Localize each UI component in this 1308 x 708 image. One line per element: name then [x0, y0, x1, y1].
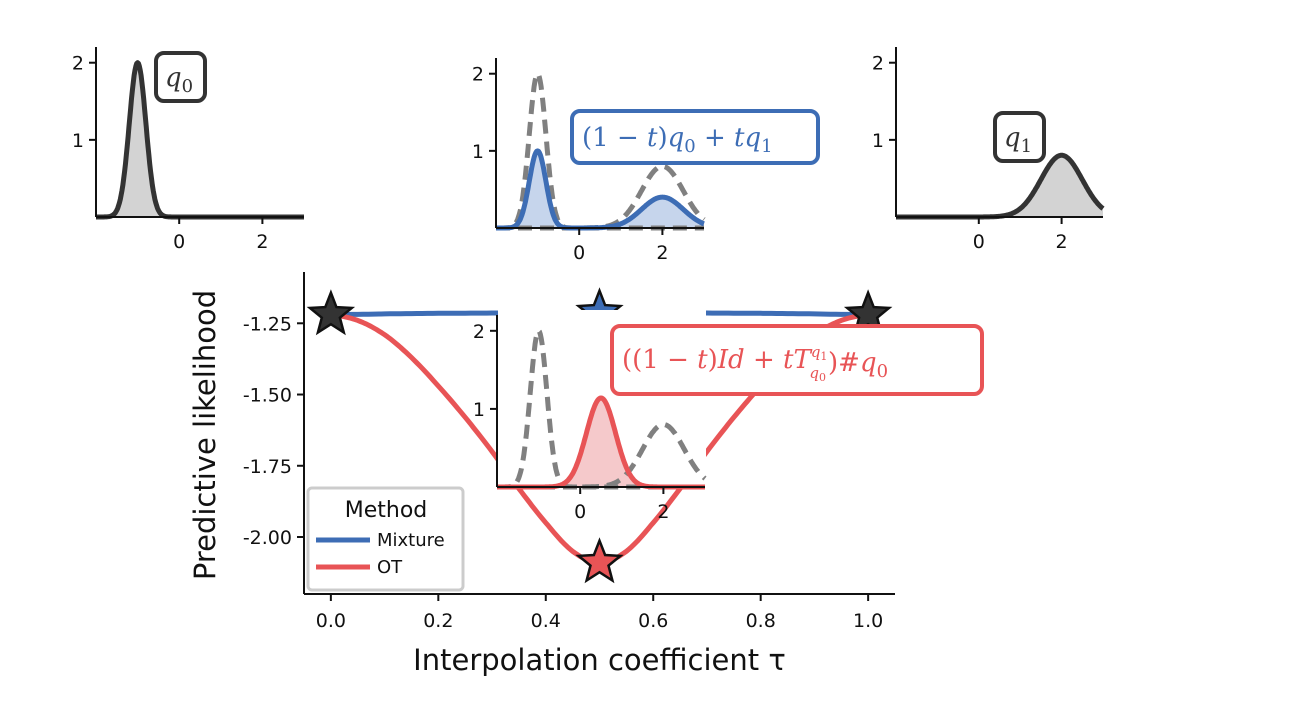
q0-inset: 1 2 0 2: [72, 47, 306, 253]
mixture_inset-density-fill: [496, 150, 704, 228]
ot_inset-x-tick-label: 0: [574, 501, 586, 523]
q0-x-tick-label: 2: [256, 231, 268, 253]
ot_inset-x-tick-label: 2: [657, 501, 669, 523]
ot_inset-y-tick-label: 1: [473, 399, 485, 421]
main-x-tick-label: 1.0: [853, 610, 883, 632]
main-x-tick-label: 0.2: [423, 610, 453, 632]
q1-density-fill: [896, 155, 1103, 217]
legend: Method Mixture OT: [306, 486, 465, 592]
q1-inset: 1 2 0 2: [872, 47, 1105, 253]
main-x-tick-label: 0.8: [746, 610, 776, 632]
main-y-tick-label: -2.00: [243, 527, 292, 549]
ot_inset-y-tick-label: 2: [473, 321, 485, 343]
main-y-tick-label: -1.50: [243, 385, 292, 407]
mixture-label: (1 − t)q0 + tq1: [582, 123, 773, 157]
q0-y-tick-label: 2: [72, 53, 84, 75]
q1-x-tick-label: 0: [973, 231, 985, 253]
mixture-inset: 1 2 0 2: [472, 58, 706, 264]
q1-label-box: [993, 111, 1046, 163]
mixture_inset-y-tick-label: 2: [472, 64, 484, 86]
ot-label-box: [610, 324, 984, 396]
q1-x-tick-label: 2: [1056, 231, 1068, 253]
q1-y-tick-label: 2: [872, 53, 884, 75]
main-y-tick-label: -1.75: [243, 456, 292, 478]
mixture_inset-x-tick-label: 2: [656, 242, 668, 264]
star-marker-endpoint: [306, 289, 356, 336]
y-axis-label: Predictive likelihood: [188, 290, 222, 580]
mixture-label-box: [570, 109, 820, 165]
q0-label: q0: [165, 63, 193, 97]
x-axis-label: Interpolation coefficient τ: [413, 643, 786, 677]
legend-title: Method: [345, 498, 428, 523]
main-x-tick-label: 0.4: [531, 610, 561, 632]
q1-y-tick-label: 1: [872, 130, 884, 152]
legend-entry-mixture: Mixture: [377, 530, 445, 551]
q0-label-box: [154, 51, 207, 103]
q0-y-tick-label: 1: [72, 130, 84, 152]
star-marker-ot: [575, 537, 624, 584]
legend-entry-ot: OT: [377, 557, 403, 578]
main-x-tick-label: 0.0: [316, 610, 346, 632]
inset-labels: q0 q1 (1 − t)q0 + tq1 ((1 − t)Id + tTq1 q0)#…: [154, 51, 1046, 396]
ot-label: ((1 − t)Id + tTq1 q0)#q0: [622, 343, 888, 384]
q0-x-tick-label: 0: [173, 231, 185, 253]
main-x-tick-label: 0.6: [638, 610, 668, 632]
mixture_inset-x-tick-label: 0: [573, 242, 585, 264]
ot_inset-density-fill: [497, 398, 705, 487]
q1-label: q1: [1004, 123, 1032, 157]
q0-density-fill: [96, 62, 304, 218]
main-y-tick-label: -1.25: [243, 313, 292, 335]
mixture_inset-y-tick-label: 1: [472, 141, 484, 163]
